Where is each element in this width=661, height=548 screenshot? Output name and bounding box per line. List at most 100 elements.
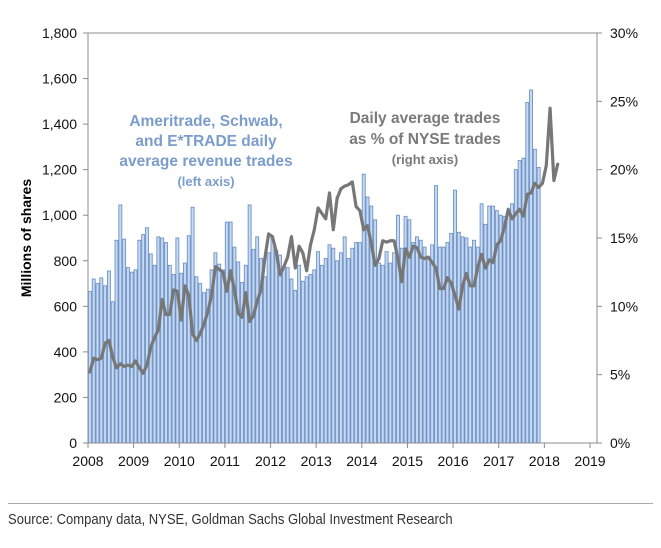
right-axis-ticks: 0% 5% 10% 15% 20% 25% 30% (597, 25, 638, 451)
bar (354, 242, 359, 444)
bar (228, 221, 233, 444)
right-tick-label: 15% (610, 230, 638, 246)
bar (422, 246, 427, 444)
bar (392, 252, 397, 444)
bar (532, 148, 537, 444)
bar (380, 264, 385, 444)
annotation-left-line-4: (left axis) (177, 174, 234, 189)
bar (426, 258, 431, 444)
bar (460, 236, 465, 444)
bar (164, 242, 168, 444)
bar (114, 239, 119, 444)
bar (498, 214, 503, 444)
bar (346, 258, 351, 444)
bar (152, 264, 157, 444)
bar (506, 214, 511, 444)
bar (335, 260, 340, 444)
annotation-left-line-1: Ameritrade, Schwab, (129, 113, 282, 130)
x-tick-label: 2017 (483, 453, 514, 469)
bar (285, 267, 290, 444)
bar (479, 203, 484, 444)
bar (411, 242, 416, 444)
x-tick-label: 2008 (72, 453, 103, 469)
bar (510, 203, 514, 444)
bar (338, 252, 343, 444)
bar (525, 102, 530, 444)
bar (106, 270, 111, 444)
bar (236, 261, 241, 444)
bar (529, 89, 533, 444)
bar (266, 252, 271, 444)
bar (312, 269, 317, 444)
bar (167, 264, 172, 444)
bar (327, 244, 332, 444)
left-tick-label: 1,200 (42, 162, 77, 178)
bar (388, 262, 393, 444)
bar (487, 205, 492, 444)
right-tick-label: 30% (610, 25, 638, 41)
left-tick-label: 1,600 (42, 71, 77, 87)
bar (445, 242, 450, 444)
bar (316, 251, 321, 444)
bar (456, 231, 461, 444)
bar (278, 254, 282, 444)
x-tick-label: 2015 (392, 453, 423, 469)
bar (95, 283, 100, 444)
left-axis-title: Millions of shares (18, 179, 34, 297)
bar (281, 266, 286, 444)
bar (361, 173, 366, 444)
bar (472, 239, 476, 444)
x-tick-label: 2009 (118, 453, 149, 469)
bar (491, 205, 495, 444)
bar (186, 235, 191, 444)
bar (300, 280, 305, 444)
bar (274, 250, 279, 444)
bar (441, 246, 446, 444)
source-divider (8, 503, 653, 504)
x-tick-label: 2016 (438, 453, 469, 469)
right-tick-label: 10% (610, 298, 638, 314)
bar (357, 242, 362, 444)
bar (221, 269, 225, 444)
bar (133, 269, 138, 444)
bar (384, 251, 389, 444)
x-tick-label: 2018 (529, 453, 560, 469)
bar (224, 221, 229, 444)
bar (468, 246, 473, 444)
right-tick-label: 25% (610, 93, 638, 109)
bar (434, 185, 438, 444)
bar (160, 237, 165, 444)
bar (194, 276, 199, 444)
left-tick-label: 600 (54, 298, 78, 314)
annotation-right-line-3: (right axis) (392, 152, 458, 167)
bar (110, 301, 115, 444)
x-tick-label: 2019 (574, 453, 605, 469)
left-tick-label: 1,000 (42, 207, 77, 223)
x-tick-label: 2010 (164, 453, 195, 469)
bar (289, 278, 294, 444)
bar (342, 236, 347, 444)
bar (418, 239, 423, 444)
bar (137, 239, 142, 444)
bar (308, 273, 313, 444)
bar (202, 292, 206, 444)
bar (464, 237, 469, 444)
bar (175, 237, 180, 444)
annotation-right-line-1: Daily average trades (350, 110, 501, 127)
bar (297, 264, 302, 444)
annotation-left-line-3: average revenue trades (119, 153, 292, 170)
bar (502, 215, 507, 444)
bar (517, 160, 522, 444)
bar (156, 236, 161, 444)
bar (122, 238, 127, 444)
x-tick-label: 2012 (255, 453, 286, 469)
bar (125, 267, 130, 444)
bar (376, 262, 381, 444)
bar (453, 189, 457, 444)
x-tick-label: 2013 (301, 453, 332, 469)
bar (430, 244, 435, 444)
bar (319, 264, 324, 444)
annotation-right-line-2: as % of NYSE trades (349, 131, 501, 148)
bar (217, 263, 222, 444)
left-tick-label: 0 (69, 435, 77, 451)
